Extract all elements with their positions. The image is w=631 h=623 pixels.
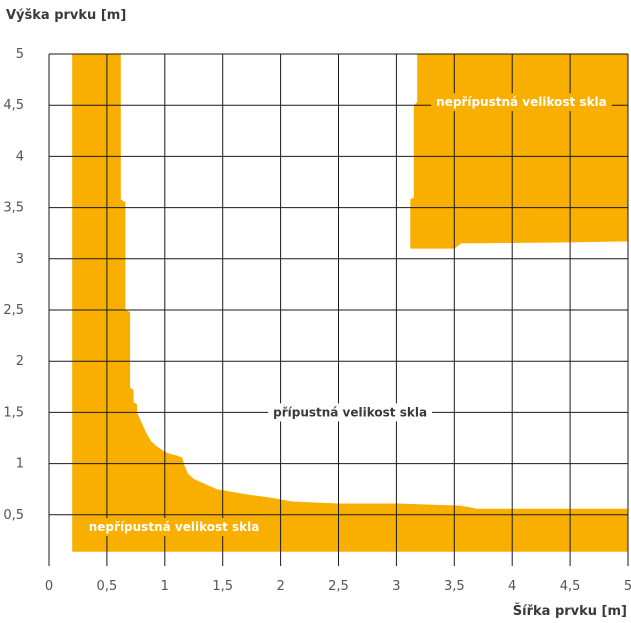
y-tick-label: 2 — [16, 354, 24, 369]
forbidden-label-lower-left: nepřípustná velikost skla — [89, 520, 260, 534]
x-axis-title: Šířka prvku [m] — [512, 604, 627, 619]
x-tick-label: 1 — [161, 579, 169, 594]
y-axis-title: Výška prvku [m] — [6, 8, 127, 23]
y-tick-label: 0,5 — [3, 508, 24, 523]
y-tick-label: 2,5 — [3, 303, 24, 318]
x-tick-label: 5 — [624, 579, 631, 594]
forbidden-region-lower-left — [72, 54, 628, 552]
y-tick-label: 3,5 — [3, 201, 24, 216]
forbidden-region-upper-right — [410, 54, 628, 249]
x-tick-label: 1,5 — [212, 579, 233, 594]
allowed-label: přípustná velikost skla — [273, 405, 427, 419]
y-tick-label: 5 — [16, 47, 24, 62]
allowed-label-bg — [268, 403, 433, 422]
y-tick-label: 4,5 — [3, 98, 24, 113]
x-tick-label: 2 — [276, 579, 284, 594]
y-tick-label: 3 — [16, 252, 24, 267]
y-tick-label: 1,5 — [3, 405, 24, 420]
y-tick-label: 4 — [16, 149, 24, 164]
y-tick-label: 1 — [16, 457, 24, 472]
forbidden-label-lower-left-bg — [83, 518, 265, 537]
forbidden-label-upper-right: nepřípustná velikost skla — [436, 95, 607, 109]
x-tick-label: 0,5 — [97, 579, 118, 594]
x-tick-label: 0 — [45, 579, 53, 594]
forbidden-label-upper-right-bg — [431, 93, 612, 112]
x-tick-label: 4 — [508, 579, 516, 594]
x-tick-label: 3 — [392, 579, 400, 594]
x-tick-label: 2,5 — [328, 579, 349, 594]
x-tick-label: 3,5 — [444, 579, 465, 594]
x-tick-label: 4,5 — [560, 579, 581, 594]
